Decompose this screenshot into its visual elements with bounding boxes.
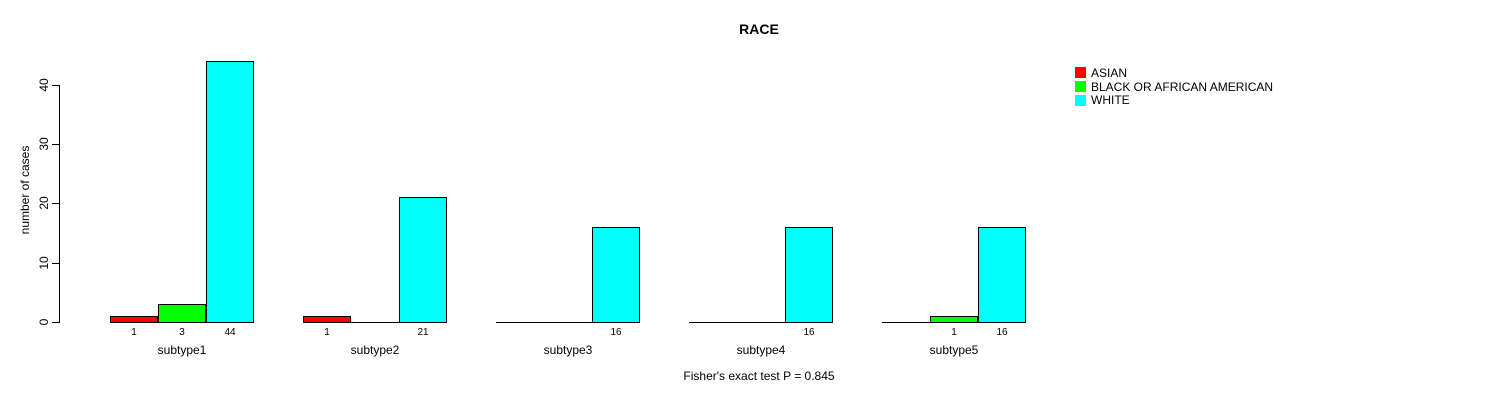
bar-zero-asian-subtype5	[882, 322, 930, 323]
legend-label-asian: ASIAN	[1091, 65, 1128, 80]
y-tick	[52, 322, 59, 323]
legend-swatch-asian	[1075, 67, 1086, 79]
y-tick-label: 0	[37, 318, 51, 326]
chart-title: RACE	[739, 21, 779, 37]
legend-row-black-or-african-american: BLACK OR AFRICAN AMERICAN	[1075, 80, 1273, 94]
y-tick	[52, 85, 59, 86]
y-tick-label: 40	[37, 78, 51, 92]
category-label-subtype3: subtype3	[543, 343, 593, 357]
y-axis-line	[59, 85, 60, 323]
bar-white-subtype2	[399, 197, 447, 323]
bar-value-label: 16	[610, 327, 622, 338]
bar-white-subtype1	[206, 61, 254, 323]
y-tick	[52, 203, 59, 204]
y-tick-label: 10	[37, 256, 51, 270]
bar-black-or-african-american-subtype5	[930, 316, 978, 323]
bar-value-label: 16	[803, 327, 815, 338]
bar-value-label: 1	[131, 327, 137, 338]
fisher-test-annotation: Fisher's exact test P = 0.845	[683, 369, 835, 383]
legend-label-white: WHITE	[1091, 93, 1130, 108]
legend-label-black-or-african-american: BLACK OR AFRICAN AMERICAN	[1091, 79, 1274, 94]
bar-zero-black-or-african-american-subtype4	[737, 322, 785, 323]
legend-swatch-black-or-african-american	[1075, 81, 1086, 93]
legend-row-white: WHITE	[1075, 93, 1273, 107]
y-axis-label: number of cases	[18, 145, 32, 235]
legend: ASIAN BLACK OR AFRICAN AMERICAN WHITE	[1075, 66, 1273, 107]
bar-value-label: 21	[417, 327, 429, 338]
bar-value-label: 44	[224, 327, 236, 338]
bar-zero-asian-subtype3	[496, 322, 544, 323]
bar-zero-black-or-african-american-subtype2	[351, 322, 399, 323]
bar-value-label: 1	[951, 327, 957, 338]
bar-zero-asian-subtype4	[689, 322, 737, 323]
bar-value-label: 16	[996, 327, 1008, 338]
bar-asian-subtype2	[303, 316, 351, 323]
y-tick-label: 20	[37, 196, 51, 210]
bar-white-subtype5	[978, 227, 1026, 323]
y-tick	[52, 263, 59, 264]
bar-white-subtype3	[592, 227, 640, 323]
bar-asian-subtype1	[110, 316, 158, 323]
bar-black-or-african-american-subtype1	[158, 304, 206, 323]
legend-row-asian: ASIAN	[1075, 66, 1273, 80]
bar-zero-black-or-african-american-subtype3	[544, 322, 592, 323]
category-label-subtype1: subtype1	[157, 343, 207, 357]
bar-white-subtype4	[785, 227, 833, 323]
bar-value-label: 1	[324, 327, 330, 338]
category-label-subtype2: subtype2	[350, 343, 400, 357]
legend-swatch-white	[1075, 94, 1086, 106]
category-label-subtype4: subtype4	[736, 343, 786, 357]
category-label-subtype5: subtype5	[929, 343, 979, 357]
y-tick	[52, 144, 59, 145]
y-tick-label: 30	[37, 137, 51, 151]
bar-value-label: 3	[179, 327, 185, 338]
